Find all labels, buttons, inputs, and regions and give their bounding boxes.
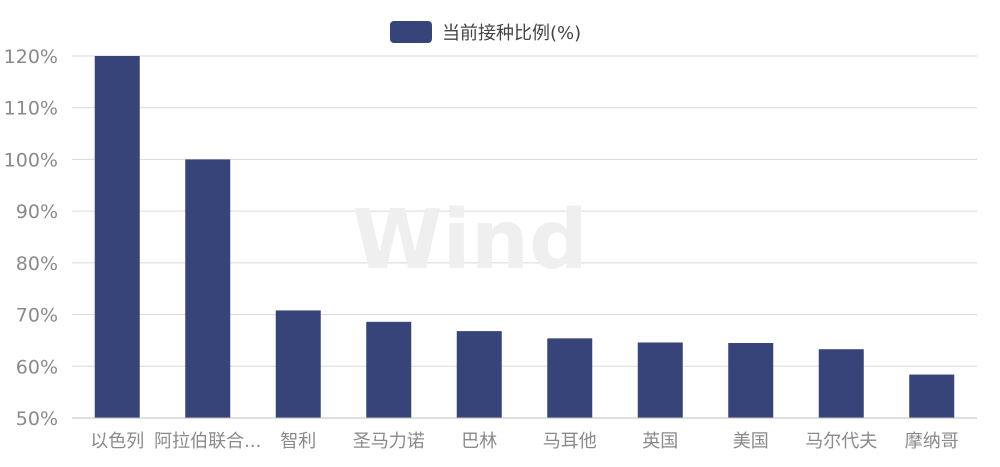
bar[interactable] (909, 374, 955, 418)
y-tick-label: 110% (4, 98, 58, 120)
y-tick-label: 100% (4, 149, 58, 171)
bar[interactable] (275, 310, 321, 418)
y-tick-label: 80% (16, 253, 58, 275)
bar[interactable] (456, 331, 502, 418)
x-tick-label: 圣马力诺 (353, 431, 425, 452)
legend[interactable]: 当前接种比例(%) (390, 21, 581, 44)
y-tick-label: 60% (16, 356, 58, 378)
x-tick-label: 摩纳哥 (905, 431, 959, 452)
legend-label: 当前接种比例(%) (442, 23, 581, 44)
bar[interactable] (547, 338, 593, 418)
x-tick-label: 阿拉伯联合... (154, 431, 261, 452)
x-tick-label: 马尔代夫 (805, 431, 877, 452)
legend-swatch (390, 21, 432, 43)
x-tick-label: 马耳他 (543, 431, 597, 452)
x-tick-label: 巴林 (461, 431, 497, 452)
y-tick-label: 50% (16, 408, 58, 430)
x-tick-label: 智利 (280, 431, 316, 452)
bars (94, 56, 955, 418)
bar[interactable] (185, 159, 231, 418)
bar[interactable] (818, 349, 864, 418)
y-tick-label: 90% (16, 201, 58, 223)
x-tick-label: 英国 (642, 431, 678, 452)
x-tick-label: 美国 (733, 431, 769, 452)
y-tick-label: 120% (4, 46, 58, 68)
bar[interactable] (94, 56, 140, 418)
bar[interactable] (637, 342, 683, 418)
x-tick-label: 以色列 (90, 431, 144, 452)
y-tick-label: 70% (16, 305, 58, 327)
bar[interactable] (728, 343, 774, 418)
y-axis-ticks: 50% 60% 70% 80% 90% 100% 110% 120% (4, 46, 58, 430)
bar[interactable] (366, 321, 412, 418)
watermark: Wind (352, 193, 588, 288)
x-axis-ticks: 以色列 阿拉伯联合... 智利 圣马力诺 巴林 马耳他 英国 美国 马尔代夫 摩纳哥 (90, 431, 959, 452)
